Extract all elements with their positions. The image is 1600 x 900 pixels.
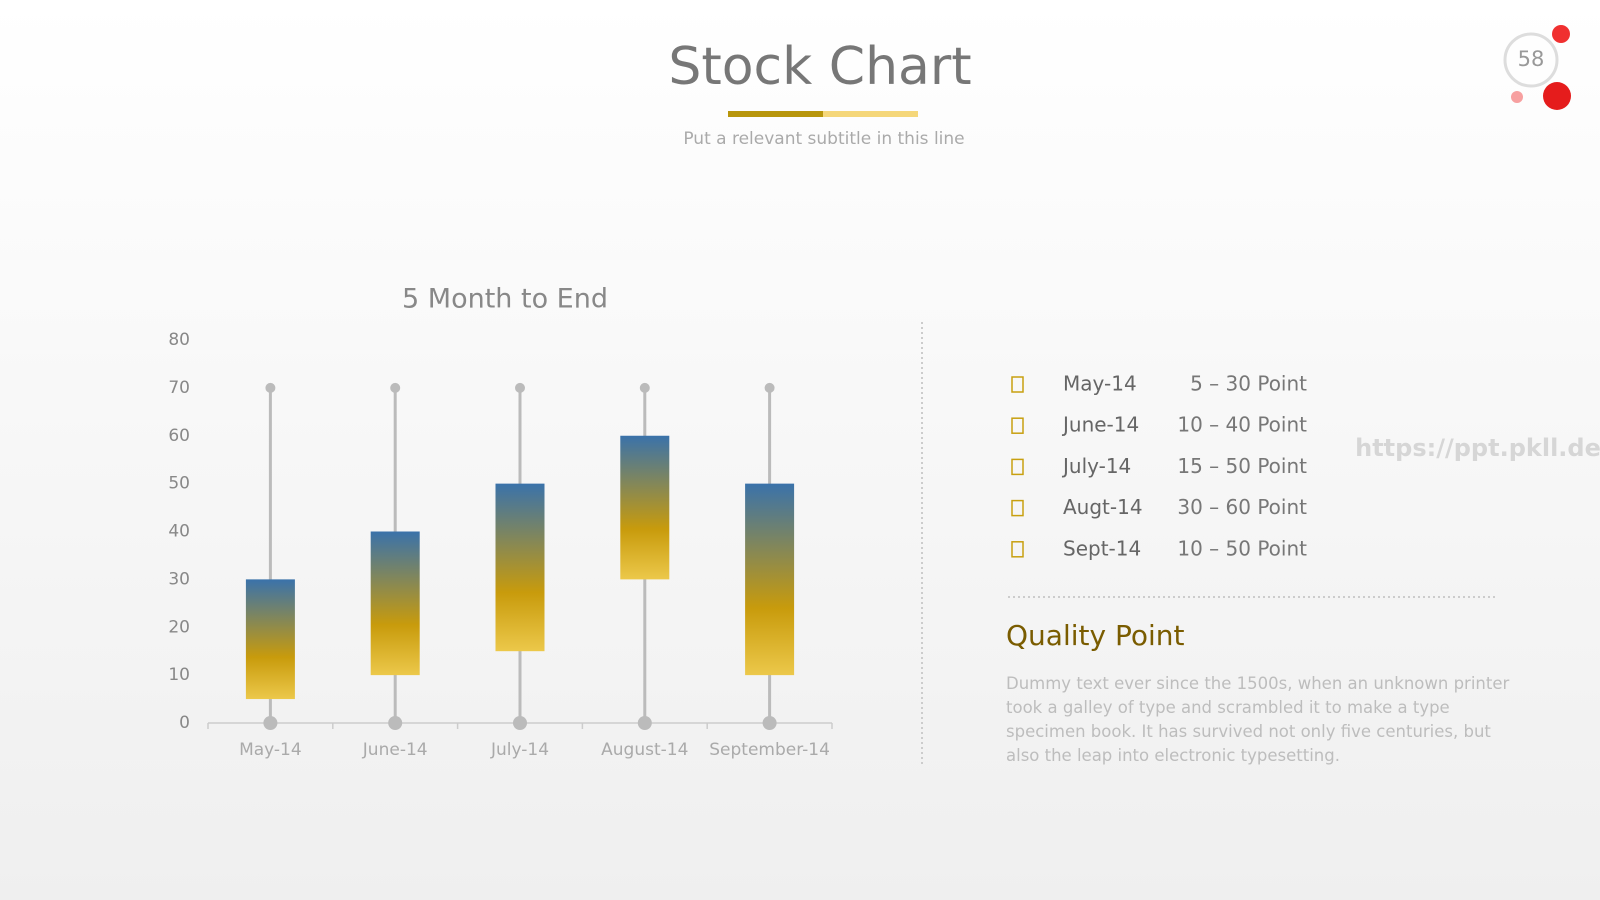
watermark: https://ppt.pkll.de — [1355, 434, 1600, 462]
candle-low — [637, 716, 652, 730]
candle-high — [265, 382, 276, 393]
decor-dot — [1543, 82, 1571, 110]
candle-low — [513, 716, 527, 730]
candle-body — [620, 435, 670, 580]
candle-body — [745, 483, 795, 676]
candle-low — [388, 716, 403, 730]
list-label: June-14 — [1061, 413, 1139, 437]
candle-high — [515, 382, 525, 393]
list-range: 30 – 60 Point — [1177, 495, 1307, 519]
list-range: 10 – 40 Point — [1177, 413, 1307, 437]
x-tick-label: September-14 — [709, 740, 830, 760]
candle-high — [639, 382, 650, 393]
decor-dot — [1511, 91, 1523, 103]
y-tick-label: 10 — [168, 665, 190, 685]
slide-title: Stock Chart — [668, 37, 971, 97]
y-tick-label: 0 — [179, 713, 190, 733]
title-underline — [823, 111, 918, 117]
chart-title: 5 Month to End — [402, 284, 608, 315]
candle-high — [764, 382, 775, 393]
list-range: 15 – 50 Point — [1177, 454, 1307, 478]
list-range: 10 – 50 Point — [1177, 536, 1307, 560]
body-text: Dummy text ever since the 1500s, when an… — [1006, 674, 1510, 765]
section-title: Quality Point — [1006, 619, 1184, 652]
list-label: July-14 — [1061, 454, 1131, 478]
page-number: 58 — [1518, 47, 1545, 71]
decor-dot — [1552, 25, 1570, 43]
list-icon — [1011, 458, 1024, 476]
list-icon — [1011, 541, 1024, 558]
y-tick-label: 30 — [168, 569, 190, 589]
list-label: Sept-14 — [1063, 536, 1141, 560]
y-tick-label: 70 — [168, 378, 190, 398]
candle-low — [762, 716, 777, 730]
list-icon — [1011, 499, 1024, 517]
x-tick-label: August-14 — [601, 740, 688, 760]
title-underline — [728, 111, 823, 117]
list-icon — [1011, 376, 1024, 393]
list-label: May-14 — [1063, 372, 1137, 396]
slide-subtitle: Put a relevant subtitle in this line — [683, 129, 964, 149]
y-tick-label: 60 — [168, 426, 190, 446]
candle-high — [390, 382, 401, 393]
candle-body — [495, 483, 545, 652]
x-tick-label: July-14 — [490, 740, 549, 760]
list-icon — [1011, 417, 1024, 434]
y-tick-label: 40 — [168, 522, 190, 542]
candle-low — [263, 716, 278, 730]
page-badge — [1503, 32, 1559, 88]
y-tick-label: 80 — [168, 330, 190, 350]
list-label: Augt-14 — [1063, 495, 1143, 519]
x-tick-label: May-14 — [239, 740, 302, 760]
candle-body — [370, 531, 420, 676]
x-tick-label: June-14 — [362, 740, 428, 760]
y-tick-label: 20 — [168, 617, 190, 637]
y-tick-label: 50 — [168, 474, 190, 494]
candle-body — [245, 579, 295, 700]
list-range: 5 – 30 Point — [1190, 372, 1307, 396]
